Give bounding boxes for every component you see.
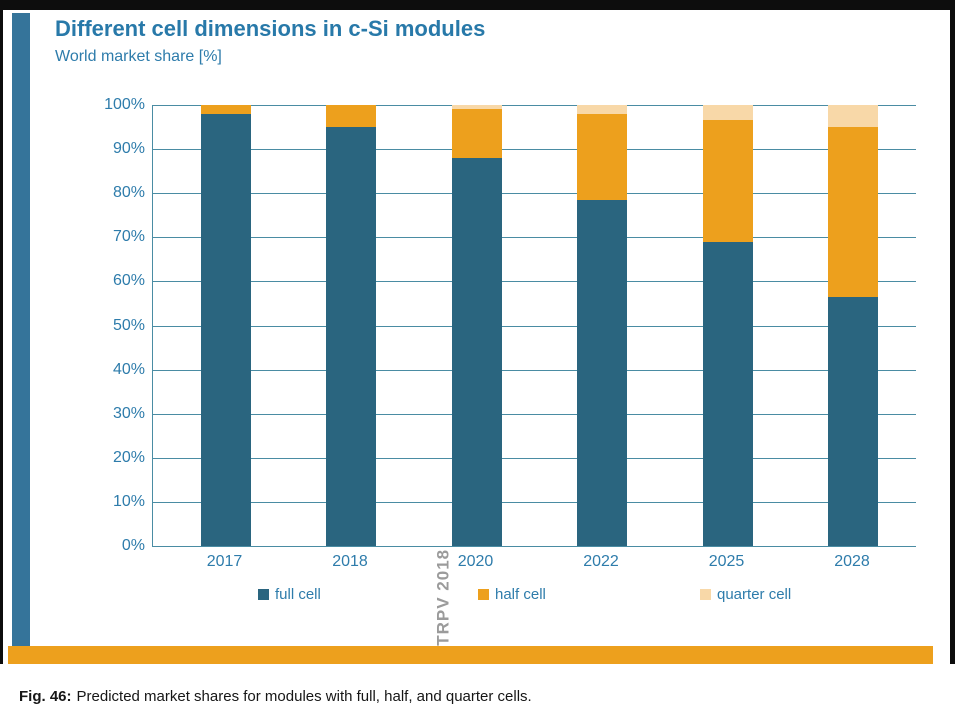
y-tick-label: 100% [104,96,145,113]
x-tick-label-2020: 2020 [457,553,494,570]
legend-item-half-cell: half cell [478,585,546,603]
gridline [153,281,916,283]
bar-segment-2025-half-cell [702,120,753,242]
legend-swatch-icon [700,588,711,600]
frame-border-top [0,0,955,10]
figure-caption: Fig. 46: Predicted market shares for modu… [19,688,532,705]
y-tick-label: 50% [112,316,145,334]
y-tick-label: 10% [112,492,145,510]
bar-segment-2017-half-cell [200,105,251,114]
plot-area: ITRPV 2018 [152,105,916,652]
x-tick-label-2017: 2017 [206,553,243,570]
chart-subtitle: World market share [%] [55,48,222,65]
bar-segment-2018-half-cell [326,105,376,128]
bar-segment-2018-full-cell [326,127,376,546]
gridline [153,413,916,415]
x-tick-label-2022: 2022 [583,553,619,570]
y-tick-label: 20% [112,448,145,466]
bar-segment-2020-quarter-cell [451,105,502,110]
gridline [153,457,916,459]
legend-item-quarter-cell: quarter cell [700,585,792,603]
y-tick-label: 70% [112,228,145,246]
y-tick-label: 90% [112,140,145,158]
gridline [153,325,916,327]
bar-segment-2028-half-cell [828,127,878,297]
y-tick-label: 30% [112,404,145,422]
legend-label: full cell [275,585,321,603]
bar-segment-2020-half-cell [451,109,502,158]
y-tick-label: 60% [112,272,145,290]
gridline [153,501,916,503]
bar-segment-2025-full-cell [702,241,753,546]
y-tick-label: 40% [112,360,145,378]
frame-border-left [0,0,3,664]
x-tick-label-2028: 2028 [834,553,870,570]
x-tick-label-2025: 2025 [708,553,745,570]
bar-segment-2020-full-cell [451,157,502,546]
y-tick-label: 0% [121,537,145,554]
gridline [153,105,916,106]
bar-segment-2028-full-cell [828,296,878,546]
chart-title: Different cell dimensions in c-Si module… [55,16,486,41]
legend-label: quarter cell [717,585,792,603]
gridline [153,149,916,151]
bar-segment-2028-quarter-cell [828,105,878,128]
frame-border-right [950,0,955,664]
figure-caption-text: Predicted market shares for modules with… [76,688,532,705]
bar-segment-2022-quarter-cell [577,105,627,114]
gridline [153,237,916,239]
figure-caption-label: Fig. 46: [19,688,72,705]
legend-item-full-cell: full cell [258,585,321,603]
bar-segment-2017-full-cell [200,113,251,546]
legend-swatch-icon [258,588,269,600]
y-tick-label: 80% [112,184,145,202]
left-accent-bar [12,13,30,646]
x-tick-label-2018: 2018 [332,553,368,570]
bottom-accent-bar [8,646,933,664]
bar-segment-2022-full-cell [577,199,627,546]
bar-segment-2022-half-cell [577,113,627,200]
bar-segment-2025-quarter-cell [702,105,753,121]
legend-swatch-icon [478,588,489,600]
legend-label: half cell [495,585,546,603]
gridline [153,369,916,371]
gridline [153,193,916,195]
watermark: ITRPV 2018 [433,548,453,652]
